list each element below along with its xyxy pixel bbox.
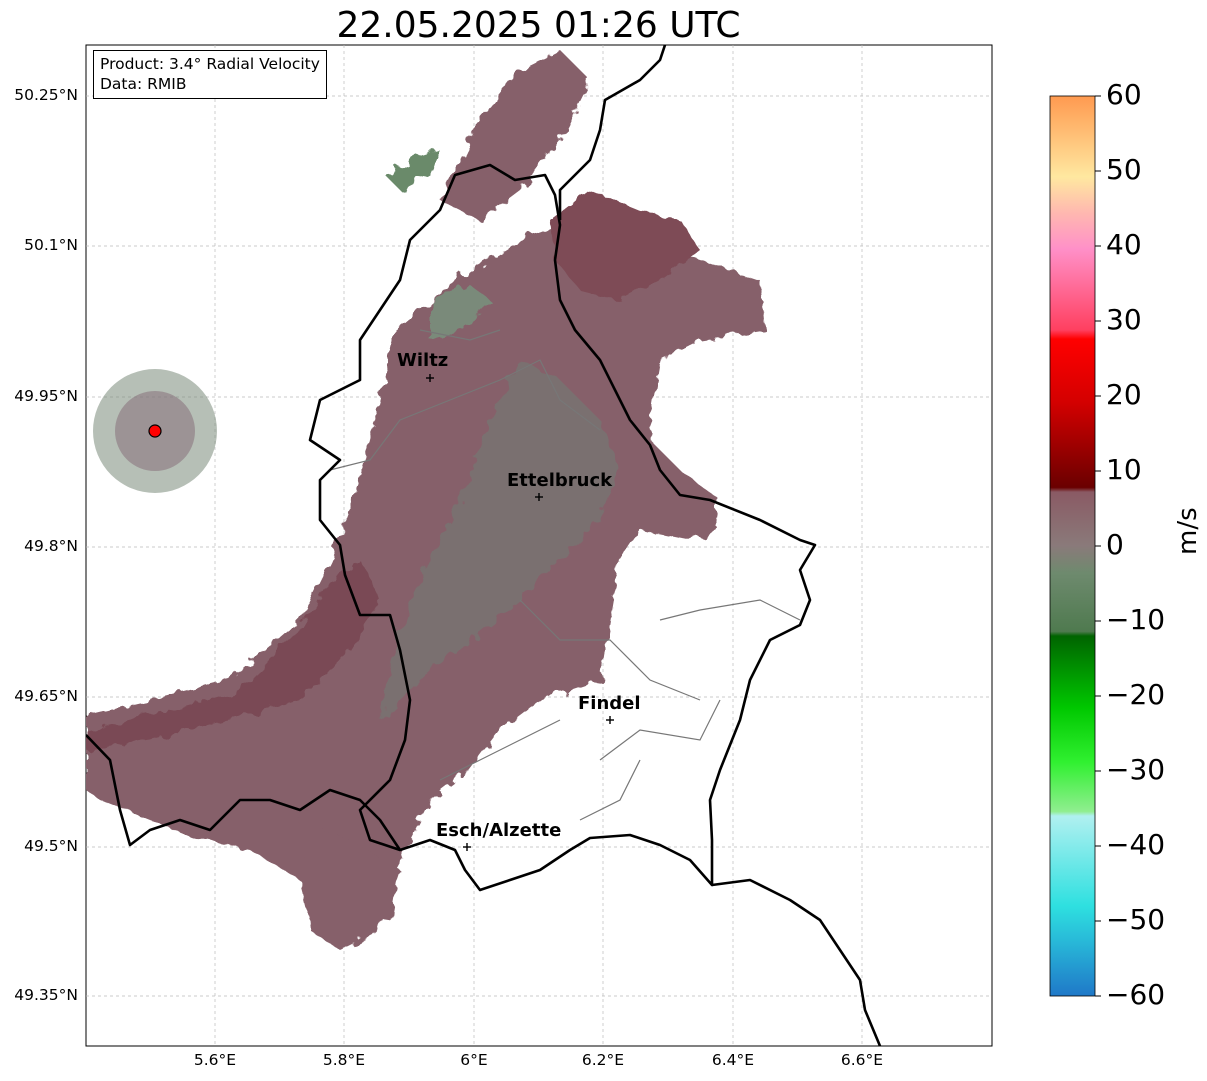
colorbar-tick-label: −50: [1106, 903, 1166, 936]
radar-site-marker: [148, 424, 162, 438]
y-tick-label: 50.1°N: [24, 236, 78, 254]
city-label-ettelbruck: Ettelbruck: [507, 470, 613, 491]
colorbar-tick-label: 20: [1106, 378, 1142, 411]
x-tick-label: 6°E: [460, 1051, 488, 1069]
city-label-wiltz: Wiltz: [397, 350, 449, 371]
city-label-findel: Findel: [578, 693, 641, 714]
echo-east: [650, 440, 720, 530]
colorbar-unit-label: m/s: [1173, 507, 1203, 555]
echo-green-mid: [430, 285, 490, 340]
product-label: Product: 3.4° Radial Velocity: [100, 55, 320, 73]
colorbar-tick-label: 50: [1106, 153, 1142, 186]
city-label-esch: Esch/Alzette: [436, 820, 562, 841]
colorbar-tick-label: 60: [1106, 78, 1142, 111]
border-lux: [308, 163, 817, 892]
x-tick-label: 5.6°E: [193, 1051, 237, 1069]
y-tick-label: 50.25°N: [14, 86, 78, 104]
colorbar-ticks: [1095, 95, 1101, 997]
y-tick-label: 49.35°N: [14, 986, 78, 1004]
echo-band-inner: [380, 360, 620, 720]
y-tick-label: 49.65°N: [14, 687, 78, 705]
colorbar-tick-label: −30: [1106, 753, 1166, 786]
city-markers: [426, 374, 614, 851]
velocity-echoes: [86, 50, 765, 950]
border-bel-fra: [86, 734, 402, 851]
map-title: 22.05.2025 01:26 UTC: [336, 5, 741, 46]
colorbar-tick-label: −20: [1106, 678, 1166, 711]
echo-south: [300, 820, 400, 950]
x-tick-label: 6.4°E: [711, 1051, 755, 1069]
y-tick-label: 49.8°N: [24, 537, 78, 555]
colorbar-tick-label: 40: [1106, 228, 1142, 261]
x-tick-label: 5.8°E: [322, 1051, 366, 1069]
y-tick-label: 49.5°N: [24, 837, 78, 855]
colorbar-tick-label: 30: [1106, 303, 1142, 336]
echo-band-dark: [86, 560, 380, 750]
x-tick-label: 6.2°E: [581, 1051, 625, 1069]
echo-green-north: [385, 150, 440, 190]
country-borders: [86, 45, 882, 1046]
colorbar-tick-label: −10: [1106, 603, 1166, 636]
colorbar-tick-label: 10: [1106, 453, 1142, 486]
colorbar-tick-label: −60: [1106, 978, 1166, 1011]
echo-northeast: [550, 190, 700, 300]
colorbar: [1049, 95, 1096, 997]
border-ger: [558, 45, 882, 1046]
echo-north: [440, 50, 590, 220]
y-tick-label: 49.95°N: [14, 387, 78, 405]
x-tick-label: 6.6°E: [840, 1051, 884, 1069]
product-info-box: Product: 3.4° Radial Velocity Data: RMIB: [93, 50, 327, 99]
colorbar-tick-label: 0: [1106, 528, 1124, 561]
data-source-label: Data: RMIB: [100, 75, 187, 93]
canton-boundaries: [329, 329, 801, 821]
colorbar-tick-label: −40: [1106, 828, 1166, 861]
